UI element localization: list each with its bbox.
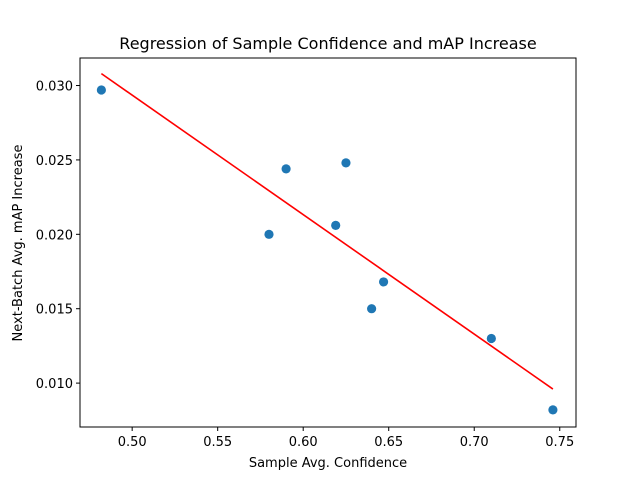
x-tick-label: 0.55 (203, 435, 232, 450)
regression-line (100, 72, 554, 390)
scatter-point (264, 229, 274, 239)
y-tick-label: 0.015 (36, 303, 73, 318)
scatter-point (378, 277, 389, 287)
y-tick-label: 0.030 (36, 80, 73, 95)
scatter-point (486, 333, 496, 344)
regression-line-layer (100, 72, 554, 390)
y-tick-label: 0.025 (36, 154, 73, 169)
scatter-point (281, 164, 291, 174)
axis-ticks: 0.50 0.55 0.60 0.65 0.70 0.75 0.010 0.015 0.020 0… (36, 80, 574, 450)
scatter-point (96, 85, 106, 95)
x-tick-label: 0.75 (545, 435, 574, 450)
plot-area-frame (79, 57, 577, 428)
y-axis-label: Next-Batch Avg. mAP Increase (11, 145, 26, 342)
scatter-point (331, 220, 341, 230)
y-tick-label: 0.010 (36, 377, 73, 392)
data-points (96, 85, 558, 415)
scatter-point (548, 405, 558, 415)
x-tick-label: 0.50 (118, 435, 147, 450)
y-tick-label: 0.020 (36, 228, 73, 243)
chart-title: Regression of Sample Confidence and mAP … (119, 34, 536, 53)
scatter-point (367, 304, 377, 314)
x-tick-label: 0.70 (460, 435, 489, 450)
x-tick-label: 0.65 (374, 435, 403, 450)
x-tick-label: 0.60 (289, 435, 318, 450)
scatter-point (341, 158, 351, 168)
x-axis-label: Sample Avg. Confidence (249, 456, 407, 471)
